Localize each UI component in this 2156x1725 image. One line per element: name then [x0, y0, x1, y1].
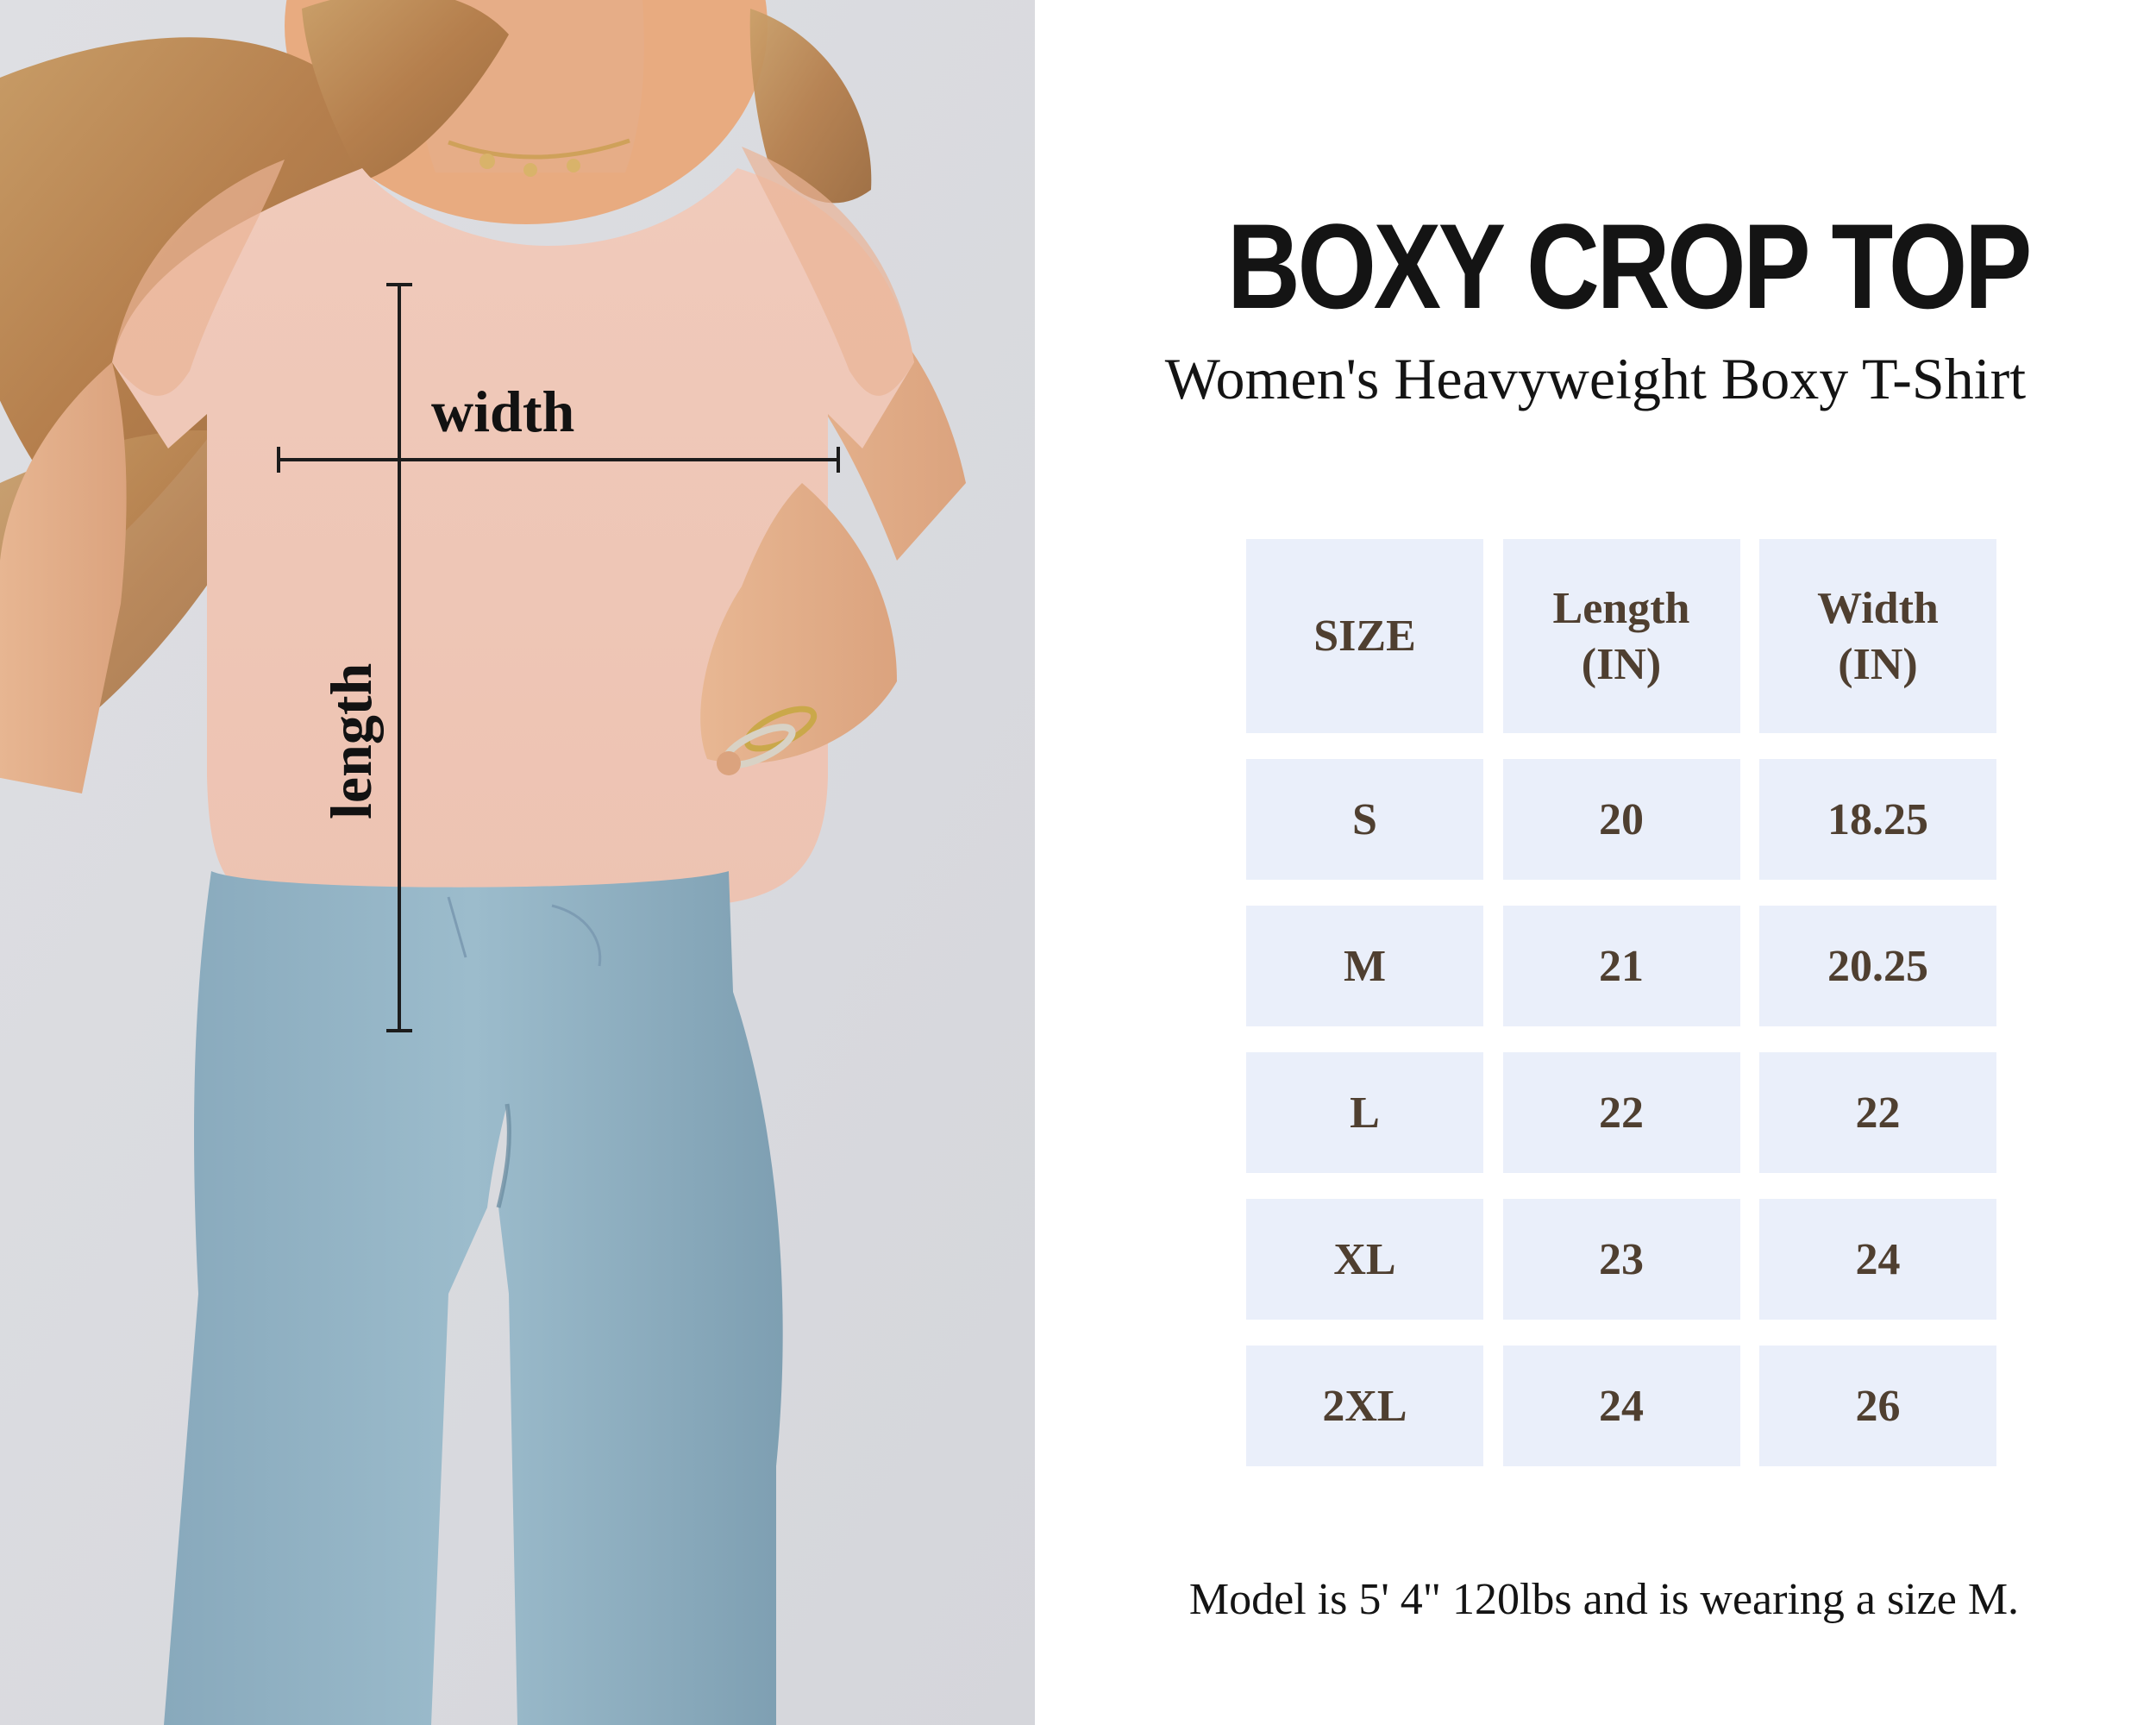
svg-text:width: width: [431, 379, 574, 444]
svg-text:length: length: [318, 663, 384, 819]
